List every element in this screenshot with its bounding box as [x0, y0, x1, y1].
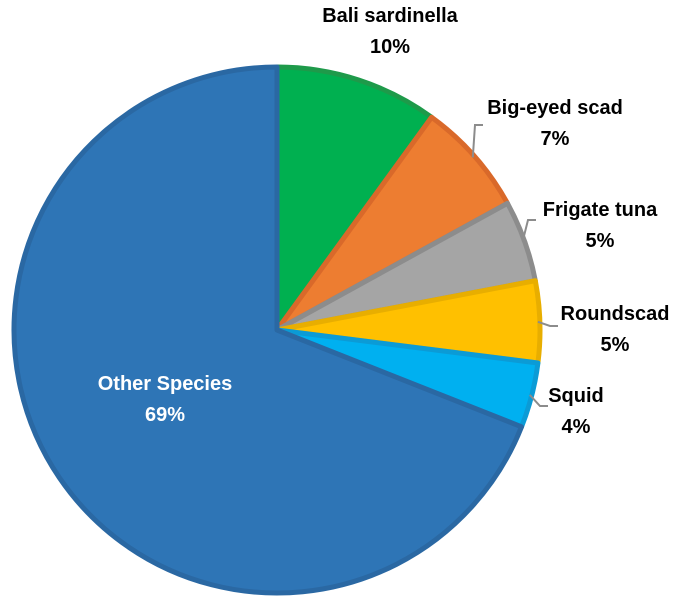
leader-line-roundscad — [537, 320, 558, 327]
slice-label-squid: Squid 4% — [548, 385, 604, 438]
slice-percent-squid: 4% — [562, 416, 591, 438]
slice-label-frigate-tuna: Frigate tuna 5% — [543, 199, 658, 252]
slice-name-other-species: Other Species — [98, 373, 233, 395]
slice-percent-big-eyed-scad: 7% — [541, 128, 570, 150]
slice-percent-bali-sardinella: 10% — [370, 36, 410, 58]
pie-slice-bali-sardinella — [274, 64, 435, 333]
slice-name-frigate-tuna: Frigate tuna — [543, 199, 658, 221]
slice-name-bali-sardinella: Bali sardinella — [322, 5, 458, 27]
slice-labels: Bali sardinella 10% Big-eyed scad 7% Frigate… — [98, 5, 670, 438]
slice-label-other-species: Other Species 69% — [98, 373, 233, 426]
slice-name-squid: Squid — [548, 385, 604, 407]
slice-percent-other-species: 69% — [145, 404, 185, 426]
slice-percent-frigate-tuna: 5% — [586, 230, 615, 252]
slice-name-roundscad: Roundscad — [561, 303, 670, 325]
slice-name-big-eyed-scad: Big-eyed scad — [487, 97, 623, 119]
pie-slice-other-species — [11, 64, 525, 596]
leader-line-big-eyed-scad — [471, 124, 483, 158]
slice-label-roundscad: Roundscad 5% — [561, 303, 670, 356]
slice-percent-roundscad: 5% — [601, 334, 630, 356]
leader-line-squid — [529, 394, 548, 407]
slice-label-big-eyed-scad: Big-eyed scad 7% — [487, 97, 623, 150]
pie-slices — [11, 64, 543, 596]
slice-label-bali-sardinella: Bali sardinella 10% — [322, 5, 458, 58]
leader-line-frigate-tuna — [521, 219, 536, 242]
leader-lines — [471, 124, 558, 407]
